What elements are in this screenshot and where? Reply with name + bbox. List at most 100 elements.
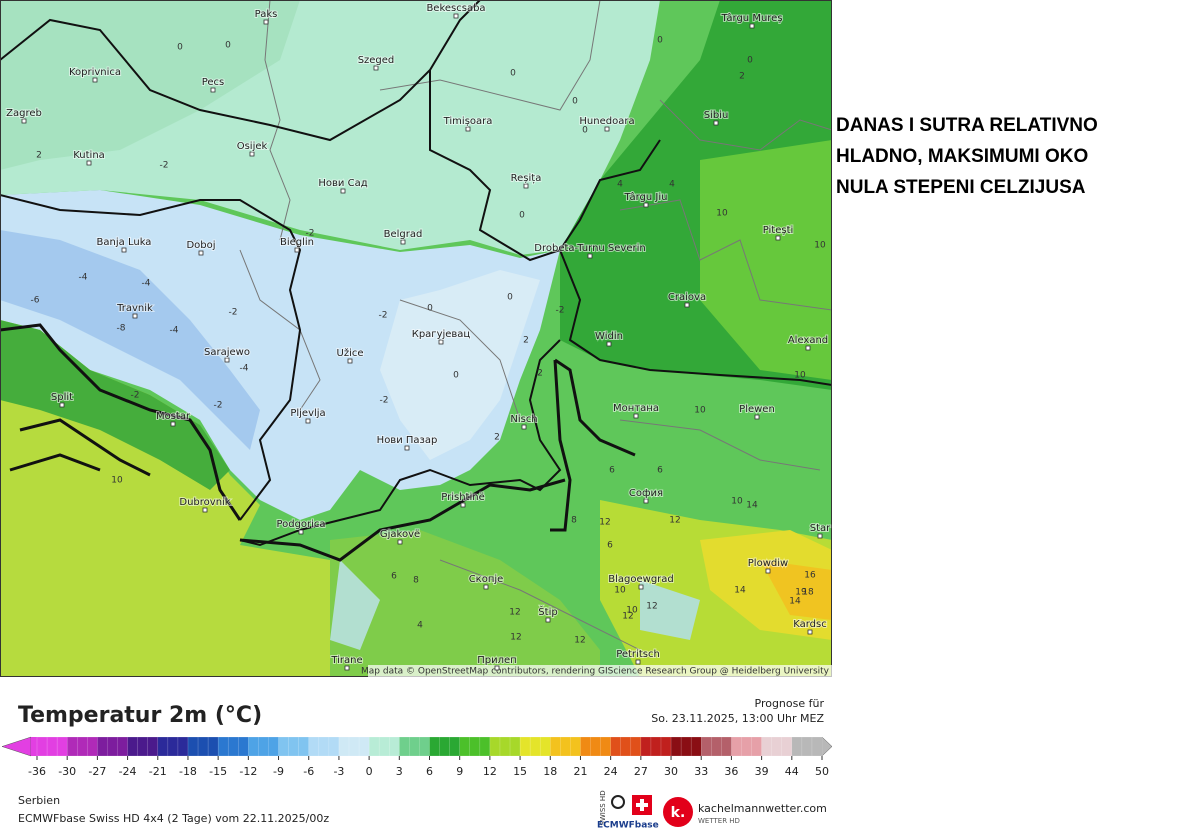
scale-segment — [670, 736, 682, 757]
city-dot — [545, 617, 551, 623]
city-dot — [294, 247, 300, 253]
contour-label: 6 — [391, 572, 397, 582]
map-labels: Paks Bekescsaba Târgu Mureș Koprivnica Szege… — [5, 2, 832, 671]
contour-label: 0 — [582, 126, 588, 136]
border-thin — [619, 199, 832, 311]
scale-segment — [308, 736, 320, 757]
scale-segment — [459, 736, 471, 757]
city-label: Reșița — [511, 173, 542, 184]
scale-segment — [258, 736, 270, 757]
scale-arrow-right — [821, 736, 833, 757]
contour-label: -6 — [31, 296, 40, 306]
city-dot — [638, 584, 644, 590]
scale-segment — [439, 736, 451, 757]
city-label: Bekescsaba — [426, 3, 485, 14]
scale-tick-label: 12 — [483, 765, 497, 778]
city-label: Sarajewo — [204, 347, 250, 358]
city-label: Kardsc — [793, 619, 827, 630]
city-dot — [305, 418, 311, 424]
city-dot — [59, 402, 65, 408]
attribution: Map data © OpenStreetMap contributors, r… — [361, 667, 830, 677]
scale-segment — [107, 736, 119, 757]
scale-segment — [399, 736, 410, 757]
logos: SWISS HD ECMWFbase k. kachelmannwetter.c… — [597, 790, 827, 830]
contour-label: 2 — [36, 151, 42, 161]
contour-label: 2 — [739, 72, 745, 82]
border-thin — [659, 99, 832, 151]
city-dot — [132, 313, 138, 319]
city-label: Pecs — [202, 77, 225, 88]
scale-tick-label: 15 — [513, 765, 527, 778]
city-label: Koprivnica — [69, 67, 121, 78]
logo-site: kachelmannwetter.com — [698, 802, 827, 815]
city-dot — [210, 87, 216, 93]
contour-label: -2 — [214, 401, 223, 411]
headline: HLADNO, MAKSIMUMI OKO — [836, 146, 1088, 167]
contour-label: -2 — [380, 396, 389, 406]
scale-segment — [811, 736, 823, 757]
city-label: Прилеп — [477, 655, 516, 666]
scale-segment — [31, 737, 37, 756]
border — [550, 359, 572, 532]
logo-cross — [636, 799, 648, 811]
contour-label: 10 — [794, 371, 806, 381]
border-thin — [439, 559, 641, 651]
scale-segment — [620, 736, 632, 757]
scale-segment — [66, 736, 78, 757]
scale-segment — [700, 736, 712, 757]
city-label: Bieglin — [280, 237, 314, 248]
scale-segment — [610, 736, 622, 757]
city-label: Prishtinë — [441, 492, 484, 503]
attribution-bg — [368, 665, 832, 677]
scale-tick-label: 39 — [755, 765, 769, 778]
region-rila — [640, 580, 700, 640]
city-dot — [86, 160, 92, 166]
legend-title: Temperatur 2m (°C) — [18, 703, 262, 728]
region: Serbien — [18, 794, 60, 807]
scale-segment — [157, 736, 169, 757]
city-dot — [404, 445, 410, 451]
city-dot — [643, 498, 649, 504]
city-label: Târgu Mureș — [720, 12, 782, 24]
scale-segment — [298, 736, 310, 757]
islands — [9, 418, 151, 477]
city-dot — [92, 77, 98, 83]
scale-segment — [147, 736, 159, 757]
contour-label: 12 — [599, 518, 610, 528]
city-label: Banja Luka — [97, 237, 152, 248]
contour-label: -4 — [142, 279, 151, 289]
city-dot — [249, 151, 255, 157]
city-label: Tirane — [330, 655, 362, 666]
city-label: Split — [51, 392, 73, 403]
scale-segment — [268, 736, 280, 757]
city-dot — [805, 345, 811, 351]
contour-label: -2 — [306, 229, 315, 239]
city-dot — [400, 239, 406, 245]
city-dot — [298, 529, 304, 535]
scale-segment — [227, 736, 239, 757]
city-label: Užice — [337, 347, 364, 359]
contour-label: -2 — [131, 391, 140, 401]
scale-tick-label: 3 — [396, 765, 403, 778]
scale-segment — [137, 736, 149, 757]
scale-segment — [489, 736, 501, 757]
contour-label: -4 — [79, 273, 88, 283]
region-coast — [0, 320, 230, 490]
region-mk — [330, 530, 600, 677]
scale-segment — [509, 736, 521, 757]
contour-label: -2 — [160, 161, 169, 171]
contour-label: 16 — [804, 571, 816, 581]
scale-tick-label: 0 — [366, 765, 373, 778]
scale-segment — [721, 736, 732, 757]
scale-tick-label: 24 — [604, 765, 618, 778]
scale-tick-label: -9 — [273, 765, 284, 778]
forecast-label: Prognose für — [755, 697, 825, 710]
city-dot — [765, 568, 771, 574]
city-label: Нови Сад — [318, 178, 367, 189]
city-dot — [347, 358, 353, 364]
scale-segment — [771, 736, 783, 757]
scale-segment — [711, 736, 722, 757]
scale-segment — [650, 736, 662, 757]
scale-segment — [127, 736, 139, 757]
